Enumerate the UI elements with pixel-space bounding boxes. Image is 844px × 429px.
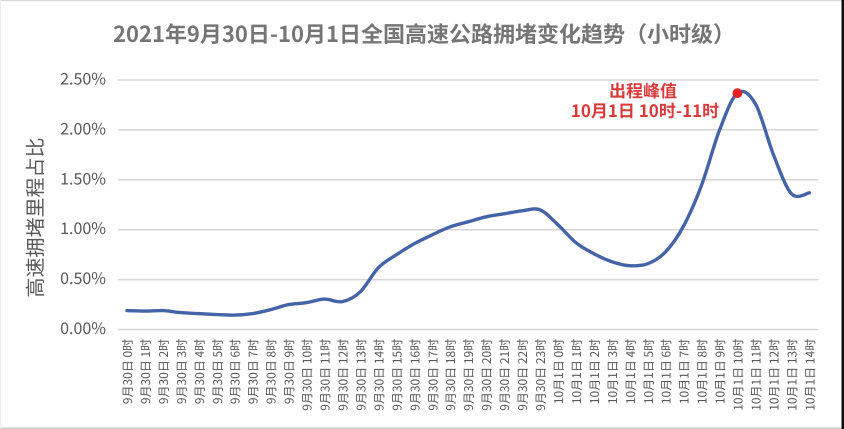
svg-text:2.50%: 2.50% [60,66,106,90]
svg-text:1.00%: 1.00% [60,215,106,239]
svg-text:10月1日 13时: 10月1日 13时 [784,339,801,411]
svg-text:2021年9月30日-10月1日全国高速公路拥堵变化趋势（小: 2021年9月30日-10月1日全国高速公路拥堵变化趋势（小时级） [113,17,735,49]
svg-text:9月30日 16时: 9月30日 16时 [406,339,423,411]
svg-text:10月1日 14时: 10月1日 14时 [801,339,818,411]
svg-text:0.50%: 0.50% [60,265,106,289]
svg-text:9月30日 20时: 9月30日 20时 [478,339,495,411]
svg-text:2.00%: 2.00% [60,115,106,139]
svg-text:9月30日 21时: 9月30日 21时 [496,339,513,411]
svg-text:9月30日 0时: 9月30日 0时 [119,339,136,404]
svg-text:9月30日 8时: 9月30日 8时 [263,339,280,404]
svg-text:10月1日 5时: 10月1日 5时 [640,339,657,404]
svg-text:9月30日 12时: 9月30日 12时 [335,339,352,411]
svg-text:10月1日 0时: 10月1日 0时 [550,339,567,404]
svg-text:9月30日 4时: 9月30日 4时 [191,339,208,404]
svg-text:9月30日 9时: 9月30日 9时 [281,339,298,404]
svg-text:1.50%: 1.50% [60,165,106,189]
svg-text:10月1日 3时: 10月1日 3时 [604,339,621,404]
svg-text:9月30日 7时: 9月30日 7时 [245,339,262,404]
svg-text:高速拥堵里程占比: 高速拥堵里程占比 [20,138,49,298]
svg-text:10月1日 8时: 10月1日 8时 [694,339,711,404]
svg-text:9月30日 2时: 9月30日 2时 [155,339,172,404]
svg-text:10月1日 4时: 10月1日 4时 [622,339,639,404]
svg-text:10月1日 2时: 10月1日 2时 [586,339,603,404]
svg-text:10月1日 9时: 10月1日 9时 [712,339,729,404]
svg-text:9月30日 18时: 9月30日 18时 [442,339,459,411]
svg-text:9月30日 17时: 9月30日 17时 [424,339,441,411]
svg-text:9月30日 14时: 9月30日 14时 [370,339,387,411]
svg-text:出程峰值: 出程峰值 [609,77,677,102]
svg-text:10月1日 1时: 10月1日 1时 [568,339,585,404]
svg-text:9月30日 23时: 9月30日 23时 [532,339,549,411]
svg-text:10月1日 6时: 10月1日 6时 [658,339,675,404]
svg-text:10月1日 11时: 10月1日 11时 [748,339,765,411]
svg-text:9月30日 10时: 9月30日 10时 [299,339,316,411]
svg-text:9月30日 3时: 9月30日 3时 [173,339,190,404]
svg-text:10月1日 10时: 10月1日 10时 [730,339,747,411]
svg-text:9月30日 5时: 9月30日 5时 [209,339,226,404]
svg-text:9月30日 19时: 9月30日 19时 [460,339,477,411]
svg-text:9月30日 1时: 9月30日 1时 [137,339,154,404]
svg-text:9月30日 15时: 9月30日 15时 [388,339,405,411]
svg-text:9月30日 13时: 9月30日 13时 [352,339,369,411]
svg-text:9月30日 6时: 9月30日 6时 [227,339,244,404]
svg-text:0.00%: 0.00% [60,315,106,339]
svg-text:9月30日 11时: 9月30日 11时 [317,339,334,411]
svg-text:10月1日 10时-11时: 10月1日 10时-11时 [571,97,719,122]
svg-text:10月1日 7时: 10月1日 7时 [676,339,693,404]
svg-text:10月1日 12时: 10月1日 12时 [766,339,783,411]
svg-text:9月30日 22时: 9月30日 22时 [514,339,531,411]
